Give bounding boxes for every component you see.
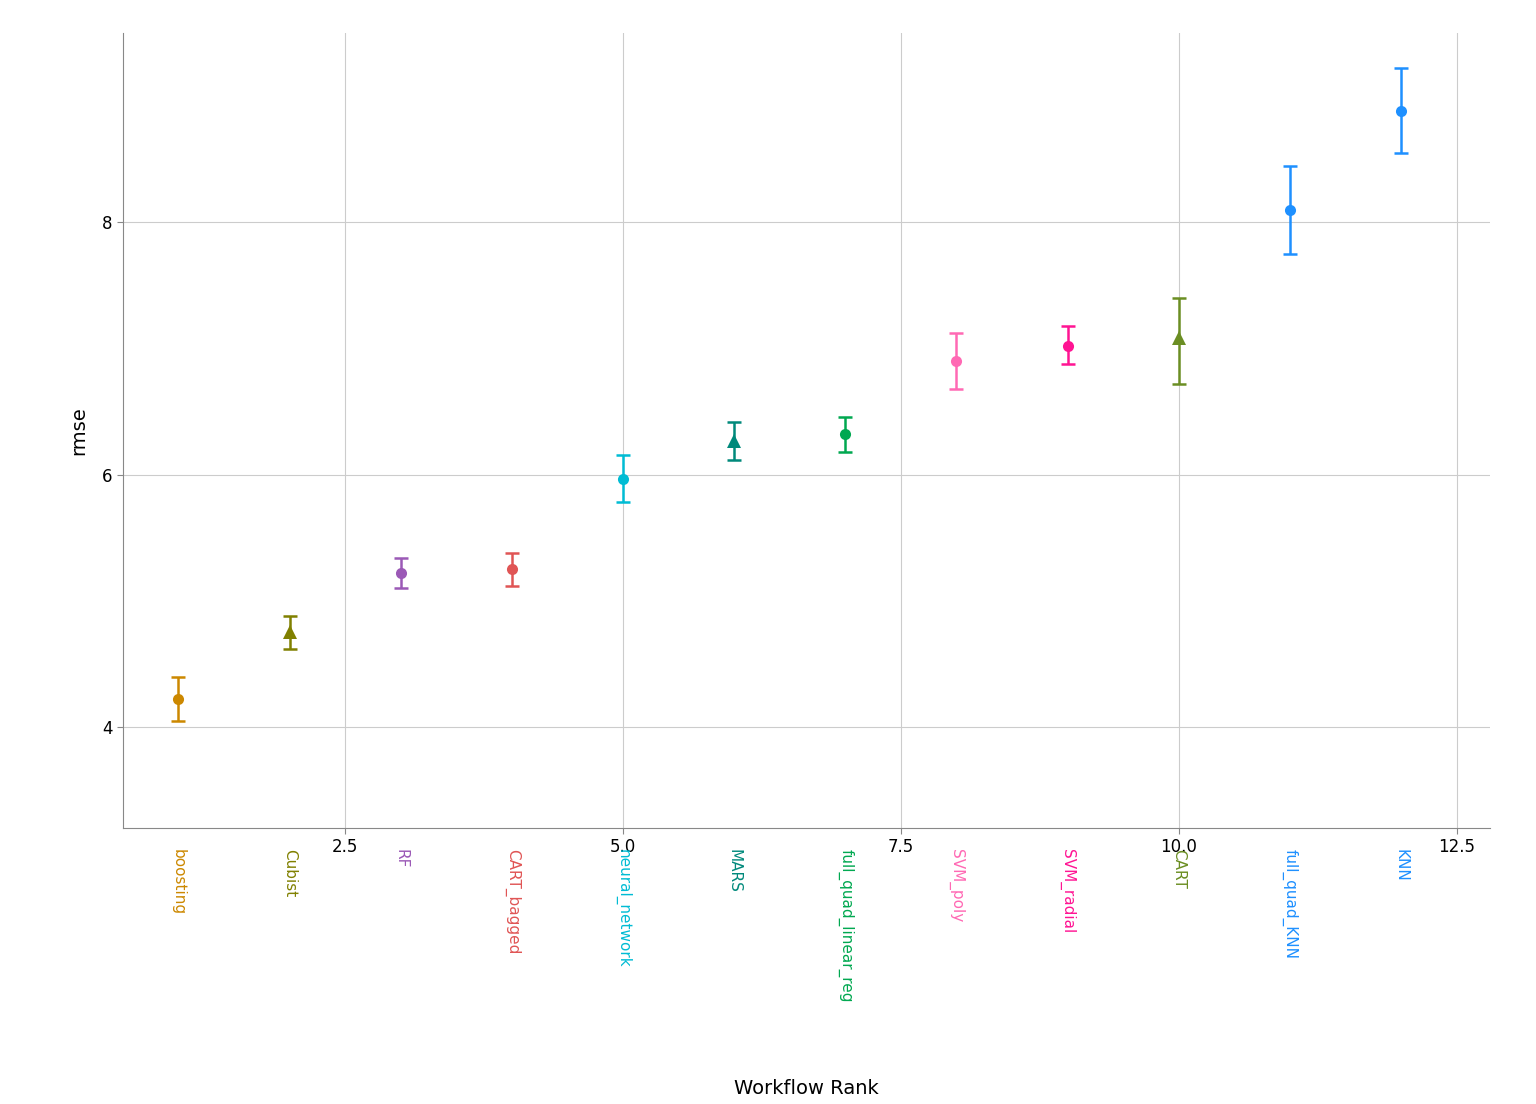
- Y-axis label: rmse: rmse: [69, 406, 88, 455]
- Text: SVM_radial: SVM_radial: [1060, 849, 1075, 933]
- Text: SVM_poly: SVM_poly: [948, 849, 965, 922]
- Text: Cubist: Cubist: [283, 849, 296, 898]
- Text: KNN: KNN: [1393, 849, 1409, 882]
- Text: CART: CART: [1172, 849, 1186, 889]
- Text: full_quad_linear_reg: full_quad_linear_reg: [837, 849, 854, 1002]
- Text: CART_bagged: CART_bagged: [504, 849, 521, 954]
- Text: full_quad_KNN: full_quad_KNN: [1281, 849, 1298, 959]
- Text: boosting: boosting: [170, 849, 186, 915]
- Text: neural_network: neural_network: [614, 849, 631, 967]
- Text: RF: RF: [393, 849, 409, 868]
- X-axis label: Workflow Rank: Workflow Rank: [734, 1079, 879, 1097]
- Text: MARS: MARS: [727, 849, 742, 893]
